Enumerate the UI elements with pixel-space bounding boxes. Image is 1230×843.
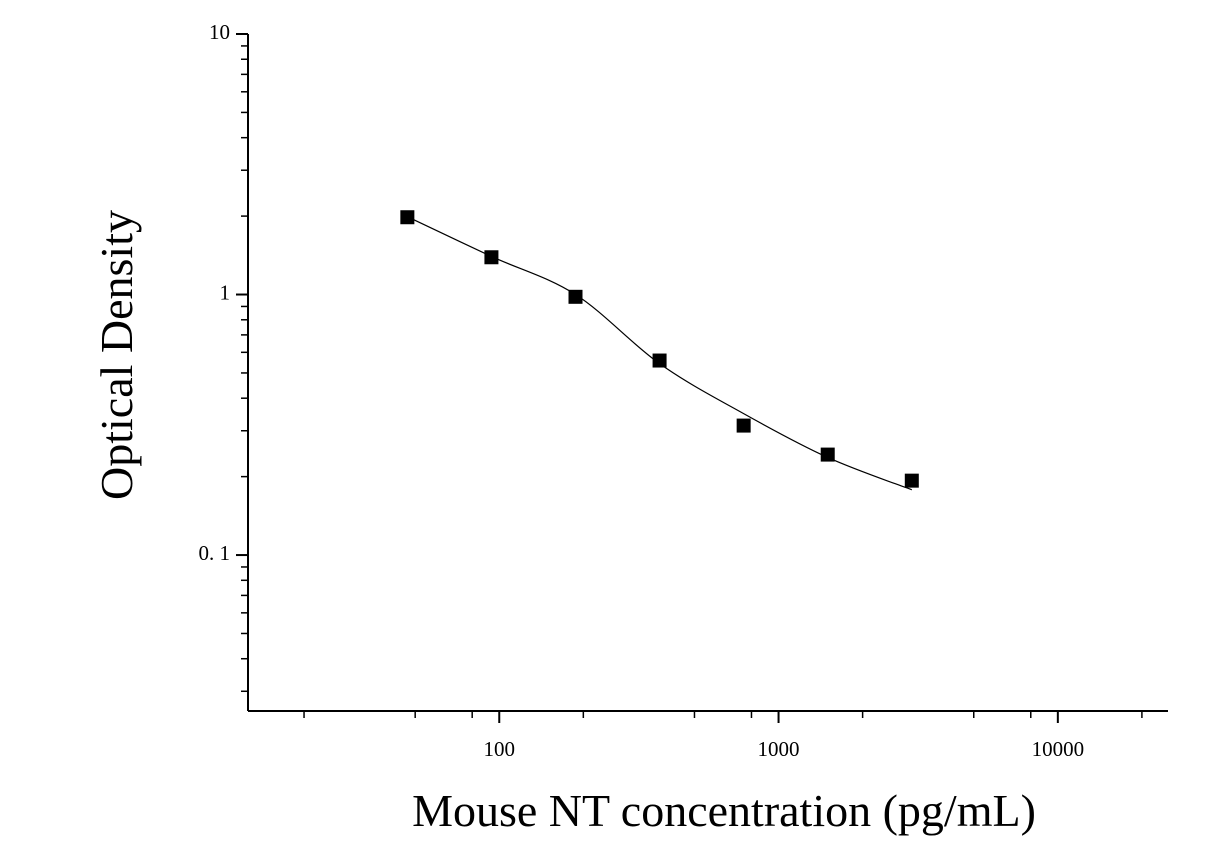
data-point xyxy=(652,353,667,368)
fit-curve xyxy=(407,216,913,491)
x-tick-label: 100 xyxy=(484,737,516,761)
data-point xyxy=(400,210,415,225)
x-tick-label: 10000 xyxy=(1032,737,1085,761)
y-tick-label: 10 xyxy=(209,20,230,44)
x-tick-label: 1000 xyxy=(758,737,800,761)
data-point xyxy=(568,289,583,304)
data-point xyxy=(484,250,499,265)
data-point xyxy=(820,447,835,462)
y-tick-label: 0. 1 xyxy=(199,541,231,565)
data-point xyxy=(904,473,919,488)
x-axis-title: Mouse NT concentration (pg/mL) xyxy=(412,785,1036,836)
y-axis-title: Optical Density xyxy=(91,210,142,500)
data-point xyxy=(736,418,751,433)
y-tick-label: 1 xyxy=(220,280,231,304)
